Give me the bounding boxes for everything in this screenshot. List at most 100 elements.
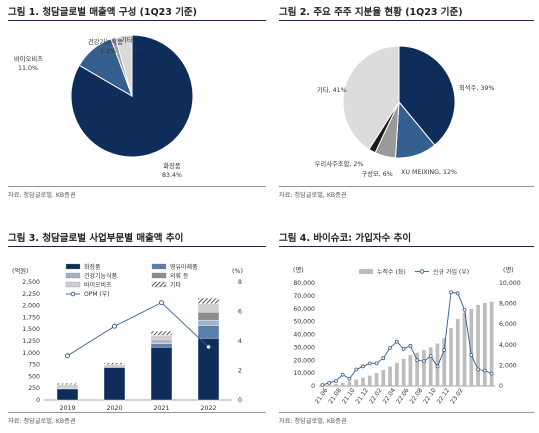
- new-subscribers-point-19: [449, 290, 453, 295]
- x-label-21.10: 21.10: [341, 387, 357, 405]
- new-subscribers-line: [322, 291, 492, 386]
- panel-1-source: 자료: 청담글로벌, KB증권: [8, 192, 76, 199]
- legend-label-1: 영유아제품: [170, 263, 198, 271]
- panel-3-source-rule: [8, 412, 266, 413]
- panel-4-source-rule: [279, 412, 534, 413]
- y2-tick-0: 0: [499, 383, 503, 390]
- pie-label-3: 기타: [121, 35, 133, 44]
- panel-2-source-rule: [279, 186, 534, 187]
- panel-2-source: 자료: 청담글로벌, KB증권: [279, 192, 347, 199]
- new-subscribers-point-11: [394, 339, 399, 344]
- bar-기타-2020: [103, 362, 126, 365]
- x-label-22.10: 22.10: [422, 387, 438, 405]
- y-tick-0: 0: [311, 383, 315, 390]
- x-label-2020: 2020: [106, 405, 122, 412]
- y-tick-4: 1,000: [22, 350, 40, 357]
- y2-tick-3: 6: [238, 309, 242, 316]
- bar-cumulative-25: [489, 301, 494, 386]
- pie-value-2: 1.2%: [100, 48, 116, 55]
- bar-화장품-2020: [103, 367, 126, 401]
- new-subscribers-point-6: [361, 364, 365, 369]
- opm-line: [67, 302, 209, 357]
- legend-label-opm: OPM (우): [84, 291, 110, 298]
- bar-cumulative-5: [354, 379, 359, 386]
- legend-swatch-cumulative: [359, 269, 373, 274]
- new-subscribers-point-1: [327, 381, 332, 385]
- new-subscribers-point-10: [388, 345, 392, 350]
- pie-label-3: 우리사주조합, 2%: [315, 159, 364, 168]
- pie-label-1: XU MEIXING, 12%: [401, 169, 457, 176]
- panel-2-title: 그림 2. 주요 주주 지분율 현황 (1Q23 기준): [279, 7, 463, 18]
- x-label-21.12: 21.12: [354, 387, 370, 405]
- bar-화장품-2021: [150, 346, 173, 401]
- legend-swatch-5: [151, 281, 167, 288]
- bar-바이오비츠-2021: [150, 335, 173, 341]
- panel-revenue-mix: 그림 1. 청담글로벌 매출액 구성 (1Q23 기준) 화장품 83.4% 바이오…: [8, 4, 268, 204]
- new-subscribers-point-3: [340, 372, 345, 377]
- y-tick-7: 1,750: [22, 314, 40, 321]
- pie-slice-3: [114, 34, 133, 97]
- opm-point-2022: [206, 344, 211, 350]
- new-subscribers-point-8: [374, 361, 379, 366]
- pie-value-0: 83.4%: [162, 172, 182, 179]
- bar-cumulative-9: [381, 369, 386, 386]
- bar-cumulative-4: [347, 381, 352, 386]
- bar-cumulative-12: [401, 358, 406, 386]
- opm-point-2021: [159, 300, 164, 306]
- shareholders-pie-chart: 최석주, 39% XU MEIXING, 12% 구성모, 6%우리사주조합, 2%…: [315, 45, 494, 178]
- y-tick-8: 2,000: [22, 303, 40, 310]
- y-tick-8: 80,000: [293, 280, 315, 287]
- bar-cumulative-10: [388, 366, 392, 386]
- new-subscribers-point-18: [442, 348, 447, 352]
- bar-cumulative-23: [476, 304, 480, 386]
- pie-slice-4: [342, 45, 400, 150]
- x-label-22.08: 22.08: [409, 387, 425, 405]
- bar-cumulative-6: [361, 377, 365, 386]
- opm-point-2019: [65, 353, 70, 359]
- bar-cumulative-24: [482, 302, 487, 386]
- bar-화장품-2019: [56, 388, 79, 401]
- bar-cumulative-8: [374, 373, 379, 386]
- panel-2-title-rule: [279, 20, 534, 21]
- x-label-22.04: 22.04: [382, 387, 398, 405]
- y-tick-1: 10,000: [293, 370, 315, 377]
- new-subscribers-point-24: [482, 368, 487, 373]
- new-subscribers-point-25: [489, 371, 494, 376]
- legend-swatch-3: [151, 272, 167, 279]
- bar-건강기능식품-2022: [197, 320, 220, 326]
- x-label-21.06: 21.06: [314, 387, 330, 405]
- y2-tick-2: 4: [238, 338, 242, 345]
- legend-label-new: 신규 가입 (우): [433, 268, 469, 276]
- bar-cumulative-2: [334, 384, 338, 386]
- x-label-2021: 2021: [153, 405, 169, 412]
- bar-cumulative-15: [422, 349, 426, 386]
- bar-cumulative-14: [415, 352, 420, 386]
- new-subscribers-point-21: [462, 307, 467, 312]
- pie-label-0: 화장품: [163, 161, 181, 170]
- y2-tick-2: 4,000: [499, 342, 517, 349]
- y-tick-0: 0: [36, 397, 40, 404]
- bar-cumulative-7: [367, 375, 372, 386]
- left-axis-unit: (억원): [12, 266, 29, 275]
- new-subscribers-point-7: [367, 361, 372, 366]
- bar-cumulative-16: [428, 347, 433, 386]
- legend-marker-opm: [70, 291, 76, 297]
- y2-tick-3: 6,000: [499, 321, 517, 328]
- bar-의류-등-2021: [150, 339, 173, 343]
- legend-swatch-4: [65, 281, 81, 288]
- x-label-22.02: 22.02: [368, 387, 384, 405]
- legend-marker-new: [419, 269, 425, 274]
- new-subscribers-point-16: [428, 354, 433, 359]
- legend-label-0: 화장품: [84, 263, 101, 271]
- y-tick-5: 50,000: [293, 319, 315, 326]
- y-tick-6: 60,000: [293, 306, 315, 313]
- y-tick-10: 2,500: [22, 279, 40, 286]
- legend-label-3: 의류 등: [170, 272, 189, 280]
- opm-point-2020: [112, 323, 117, 329]
- bar-기타-2019: [56, 383, 79, 385]
- segment-revenue-bar-chart: (억원) (%) 0 250 500 750 1,000 1,250 1,500 1,750 2,0…: [12, 263, 243, 412]
- bar-영유아제품-2022: [197, 325, 220, 339]
- legend-label-cumulative: 누적수 (좌): [377, 268, 406, 276]
- bar-cumulative-21: [462, 312, 467, 386]
- y2-tick-1: 2: [238, 368, 242, 375]
